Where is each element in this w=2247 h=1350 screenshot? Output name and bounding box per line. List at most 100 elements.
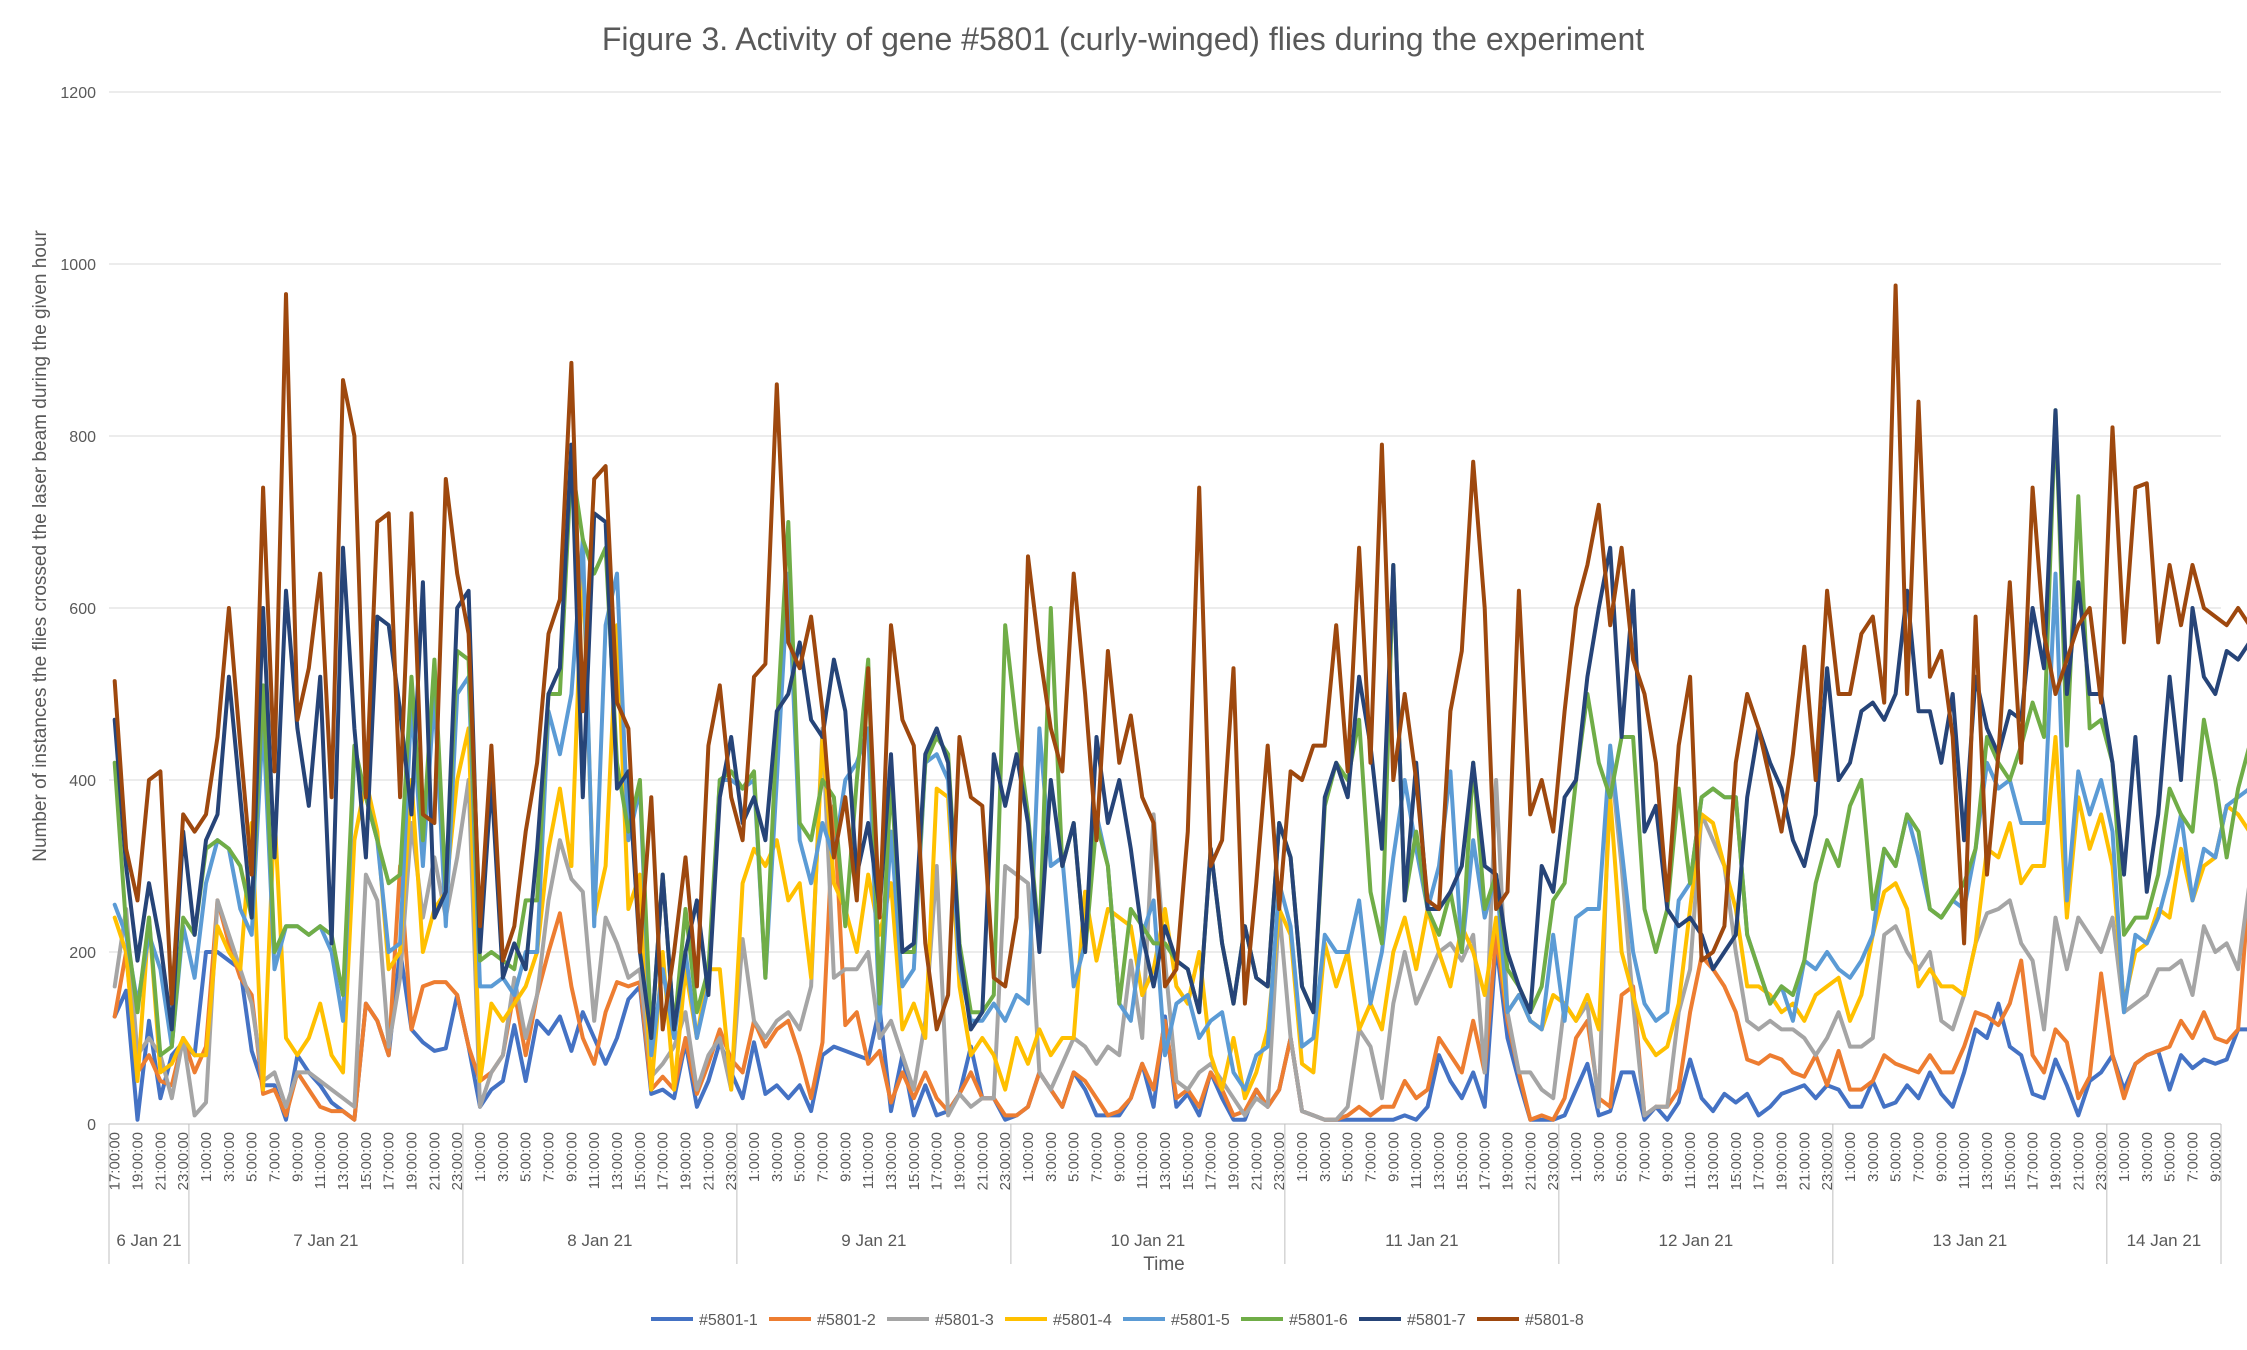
x-tick-label: 21:00:00 [426, 1132, 443, 1190]
chart-title: Figure 3. Activity of gene #5801 (curly-… [602, 21, 1644, 57]
x-tick-label: 17:00:00 [655, 1132, 672, 1190]
x-tick-label: 9:00:00 [1385, 1132, 1402, 1182]
x-tick-label: 21:00:00 [700, 1132, 717, 1190]
legend: #5801-1 #5801-2 #5801-3 #5801-4 #5801-5 #5801… [651, 1312, 1584, 1329]
legend-label: #5801-7 [1407, 1312, 1466, 1329]
x-tick-label: 11:00:00 [1956, 1132, 1973, 1189]
x-tick-label: 5:00:00 [1614, 1132, 1631, 1182]
x-tick-label: 15:00:00 [1180, 1132, 1197, 1190]
x-tick-label: 7:00:00 [267, 1132, 284, 1182]
x-tick-label: 3:00:00 [769, 1132, 786, 1182]
x-tick-label: 3:00:00 [495, 1132, 512, 1182]
day-label: 10 Jan 21 [1111, 1231, 1186, 1250]
x-tick-label: 3:00:00 [1317, 1132, 1334, 1182]
x-tick-label: 13:00:00 [1979, 1132, 1996, 1190]
x-tick-label: 21:00:00 [2070, 1132, 2087, 1190]
x-tick-label: 15:00:00 [1728, 1132, 1745, 1190]
x-tick-label: 7:00:00 [1636, 1132, 1653, 1182]
x-tick-label: 17:00:00 [2025, 1132, 2042, 1190]
x-tick-label: 3:00:00 [221, 1132, 238, 1182]
x-tick-label: 13:00:00 [1705, 1132, 1722, 1190]
series-line-4 [112, 554, 2247, 1101]
x-tick-label: 23:00:00 [2093, 1132, 2110, 1190]
x-tick-label: 15:00:00 [632, 1132, 649, 1190]
x-tick-label: 19:00:00 [1225, 1132, 1242, 1190]
x-tick-label: 9:00:00 [2207, 1132, 2224, 1182]
x-axis-label: Time [1143, 1254, 1185, 1275]
x-axis: 17:00:00 19:00:00 21:00:00 23:00:00 6 Jan 21… [107, 1124, 2224, 1264]
x-tick-label: 13:00:00 [609, 1132, 626, 1190]
x-tick-label: 21:00:00 [152, 1132, 169, 1190]
day-label: 13 Jan 21 [1932, 1231, 2007, 1250]
x-tick-label: 1:00:00 [746, 1132, 763, 1182]
day-label: 6 Jan 21 [116, 1231, 181, 1250]
x-tick-label: 11:00:00 [860, 1132, 877, 1189]
x-tick-label: 17:00:00 [107, 1132, 124, 1190]
x-tick-label: 17:00:00 [1203, 1132, 1220, 1190]
x-tick-label: 11:00:00 [312, 1132, 329, 1189]
x-tick-label: 9:00:00 [1659, 1132, 1676, 1182]
x-tick-label: 3:00:00 [2139, 1132, 2156, 1182]
x-tick-label: 21:00:00 [1522, 1132, 1539, 1190]
x-tick-label: 17:00:00 [1751, 1132, 1768, 1190]
x-tick-label: 1:00:00 [1020, 1132, 1037, 1182]
x-tick-label: 7:00:00 [541, 1132, 558, 1182]
y-axis: 0 200 400 600 800 1000 1200 [60, 85, 96, 1134]
x-tick-label: 23:00:00 [997, 1132, 1014, 1190]
x-tick-label: 13:00:00 [883, 1132, 900, 1190]
x-tick-label: 15:00:00 [906, 1132, 923, 1190]
day-label: 12 Jan 21 [1659, 1231, 1734, 1250]
x-tick-label: 19:00:00 [404, 1132, 421, 1190]
x-tick-label: 7:00:00 [1910, 1132, 1927, 1182]
x-tick-label: 1:00:00 [1294, 1132, 1311, 1182]
x-tick-label: 9:00:00 [1933, 1132, 1950, 1182]
x-tick-label: 17:00:00 [381, 1132, 398, 1190]
x-tick-label: 19:00:00 [1773, 1132, 1790, 1190]
y-tick-label: 0 [87, 1117, 96, 1134]
x-tick-label: 1:00:00 [472, 1132, 489, 1182]
series-line-3 [112, 726, 2247, 1122]
x-tick-label: 9:00:00 [289, 1132, 306, 1182]
x-tick-label: 19:00:00 [130, 1132, 147, 1190]
x-tick-label: 9:00:00 [837, 1132, 854, 1182]
x-tick-label: 11:00:00 [586, 1132, 603, 1189]
y-tick-label: 1200 [60, 85, 96, 102]
x-tick-label: 11:00:00 [1682, 1132, 1699, 1189]
x-tick-label: 19:00:00 [678, 1132, 695, 1190]
day-label: 14 Jan 21 [2127, 1231, 2202, 1250]
x-tick-label: 5:00:00 [792, 1132, 809, 1182]
x-tick-label: 23:00:00 [175, 1132, 192, 1190]
series-line-8 [112, 283, 2247, 1032]
x-tick-label: 5:00:00 [1340, 1132, 1357, 1182]
x-tick-label: 7:00:00 [815, 1132, 832, 1182]
x-tick-label: 21:00:00 [974, 1132, 991, 1190]
day-label: 9 Jan 21 [841, 1231, 906, 1250]
x-tick-label: 5:00:00 [1888, 1132, 1905, 1182]
legend-item-2: #5801-2 [769, 1312, 876, 1329]
x-tick-label: 15:00:00 [358, 1132, 375, 1190]
legend-item-3: #5801-3 [887, 1312, 994, 1329]
x-tick-label: 17:00:00 [1477, 1132, 1494, 1190]
x-tick-label: 1:00:00 [1842, 1132, 1859, 1182]
legend-item-4: #5801-4 [1005, 1312, 1112, 1329]
y-tick-label: 1000 [60, 257, 96, 274]
x-tick-label: 11:00:00 [1134, 1132, 1151, 1189]
legend-label: #5801-5 [1171, 1312, 1230, 1329]
x-tick-label: 23:00:00 [1819, 1132, 1836, 1190]
x-tick-label: 3:00:00 [1043, 1132, 1060, 1182]
legend-label: #5801-6 [1289, 1312, 1348, 1329]
y-tick-label: 800 [69, 429, 96, 446]
legend-label: #5801-3 [935, 1312, 994, 1329]
day-label: 7 Jan 21 [293, 1231, 358, 1250]
gridlines [109, 91, 2221, 1125]
x-tick-label: 13:00:00 [1431, 1132, 1448, 1190]
legend-label: #5801-8 [1525, 1312, 1584, 1329]
x-tick-label: 1:00:00 [2116, 1132, 2133, 1182]
legend-item-1: #5801-1 [651, 1312, 758, 1329]
x-tick-label: 1:00:00 [1568, 1132, 1585, 1182]
y-axis-label: Number of instances the flies crossed th… [30, 230, 51, 862]
legend-item-8: #5801-8 [1477, 1312, 1584, 1329]
x-tick-label: 23:00:00 [1271, 1132, 1288, 1190]
x-tick-label: 19:00:00 [2047, 1132, 2064, 1190]
